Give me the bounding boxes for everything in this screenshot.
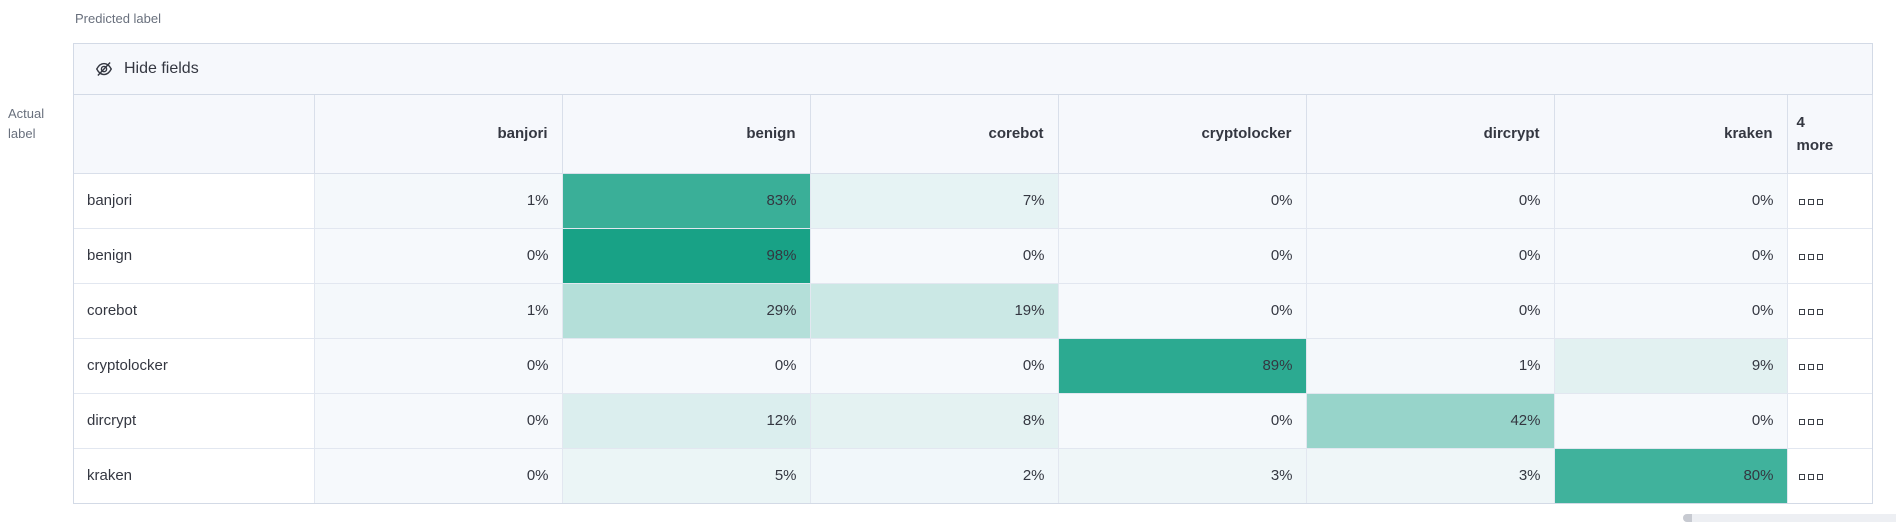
matrix-cell-benign-corebot: 0% [809,227,1059,284]
matrix-cell-banjori-benign: 83% [561,172,811,229]
matrix-cell-banjori-banjori: 1% [313,172,563,229]
matrix-cell-kraken-dircrypt: 3% [1305,447,1555,503]
horizontal-scrollbar[interactable] [1683,514,1896,522]
eye-closed-icon [94,59,114,79]
boxes-horizontal-icon [1798,254,1823,260]
row-label-benign: benign [74,227,315,284]
matrix-cell-banjori-dircrypt: 0% [1305,172,1555,229]
scrollbar-cap [1683,514,1692,522]
matrix-cell-dircrypt-banjori: 0% [313,392,563,449]
hide-fields-label: Hide fields [124,60,199,77]
matrix-row-cryptolocker: cryptolocker 0% 0% 0% 89% 1% 9% [74,337,1872,394]
boxes-horizontal-icon [1798,364,1823,370]
row-label-corebot: corebot [74,282,315,339]
boxes-horizontal-icon [1798,309,1823,315]
matrix-cell-corebot-kraken: 0% [1553,282,1788,339]
row-label-dircrypt: dircrypt [74,392,315,449]
matrix-cell-benign-cryptolocker: 0% [1057,227,1307,284]
column-header-cryptolocker: cryptolocker [1057,95,1307,174]
matrix-row-banjori: banjori 1% 83% 7% 0% 0% 0% [74,172,1872,229]
column-header-kraken: kraken [1553,95,1788,174]
matrix-cell-cryptolocker-corebot: 0% [809,337,1059,394]
matrix-cell-corebot-dircrypt: 0% [1305,282,1555,339]
matrix-cell-kraken-cryptolocker: 3% [1057,447,1307,503]
matrix-cell-cryptolocker-banjori: 0% [313,337,563,394]
matrix-cell-benign-dircrypt: 0% [1305,227,1555,284]
more-columns-label: more [1796,136,1834,154]
matrix-cell-dircrypt-corebot: 8% [809,392,1059,449]
column-header-corebot: corebot [809,95,1059,174]
row-label-cryptolocker: cryptolocker [74,337,315,394]
matrix-cell-dircrypt-dircrypt: 42% [1305,392,1555,449]
matrix-cell-cryptolocker-kraken: 9% [1553,337,1788,394]
boxes-horizontal-icon [1798,419,1823,425]
more-columns-count: 4 [1796,113,1805,131]
matrix-cell-corebot-corebot: 19% [809,282,1059,339]
matrix-row-dircrypt: dircrypt 0% 12% 8% 0% 42% 0% [74,392,1872,449]
matrix-cell-corebot-cryptolocker: 0% [1057,282,1307,339]
matrix-cell-dircrypt-benign: 12% [561,392,811,449]
column-header-banjori: banjori [313,95,563,174]
matrix-cell-kraken-corebot: 2% [809,447,1059,503]
more-values-cell[interactable] [1786,392,1872,449]
more-values-cell[interactable] [1786,227,1872,284]
matrix-row-benign: benign 0% 98% 0% 0% 0% 0% [74,227,1872,284]
matrix-cell-banjori-cryptolocker: 0% [1057,172,1307,229]
matrix-cell-kraken-kraken: 80% [1553,447,1788,503]
matrix-row-kraken: kraken 0% 5% 2% 3% 3% 80% [74,447,1872,503]
boxes-horizontal-icon [1798,474,1823,481]
hide-fields-button[interactable]: Hide fields [94,59,199,79]
matrix-cell-cryptolocker-benign: 0% [561,337,811,394]
predicted-axis-label: Predicted label [75,11,161,26]
matrix-cell-corebot-benign: 29% [561,282,811,339]
matrix-cell-kraken-benign: 5% [561,447,811,503]
matrix-cell-corebot-banjori: 1% [313,282,563,339]
matrix-header-row: banjori benign corebot cryptolocker dircrypt… [74,95,1873,174]
corner-cell [74,95,315,174]
more-values-cell[interactable] [1786,282,1872,339]
column-header-dircrypt: dircrypt [1305,95,1555,174]
row-label-banjori: banjori [74,172,315,229]
actual-axis-label: Actual label [8,106,45,141]
more-values-cell[interactable] [1786,337,1872,394]
matrix-cell-cryptolocker-cryptolocker: 89% [1057,337,1307,394]
boxes-horizontal-icon [1798,199,1823,205]
fields-toolbar: Hide fields [74,44,1872,95]
matrix-cell-benign-benign: 98% [561,227,811,284]
confusion-matrix-panel: Hide fields banjori benign corebot cryptolo… [73,43,1873,504]
column-header-benign: benign [561,95,811,174]
matrix-cell-kraken-banjori: 0% [313,447,563,503]
matrix-cell-benign-banjori: 0% [313,227,563,284]
more-columns-header: 4 more [1786,95,1873,174]
more-values-cell[interactable] [1786,172,1872,229]
matrix-cell-dircrypt-kraken: 0% [1553,392,1788,449]
matrix-cell-dircrypt-cryptolocker: 0% [1057,392,1307,449]
matrix-row-corebot: corebot 1% 29% 19% 0% 0% 0% [74,282,1872,339]
matrix-cell-benign-kraken: 0% [1553,227,1788,284]
row-label-kraken: kraken [74,447,315,503]
matrix-cell-cryptolocker-dircrypt: 1% [1305,337,1555,394]
more-values-cell[interactable] [1786,447,1872,503]
confusion-matrix-table: banjori benign corebot cryptolocker dircrypt… [74,95,1873,503]
matrix-cell-banjori-kraken: 0% [1553,172,1788,229]
matrix-cell-banjori-corebot: 7% [809,172,1059,229]
